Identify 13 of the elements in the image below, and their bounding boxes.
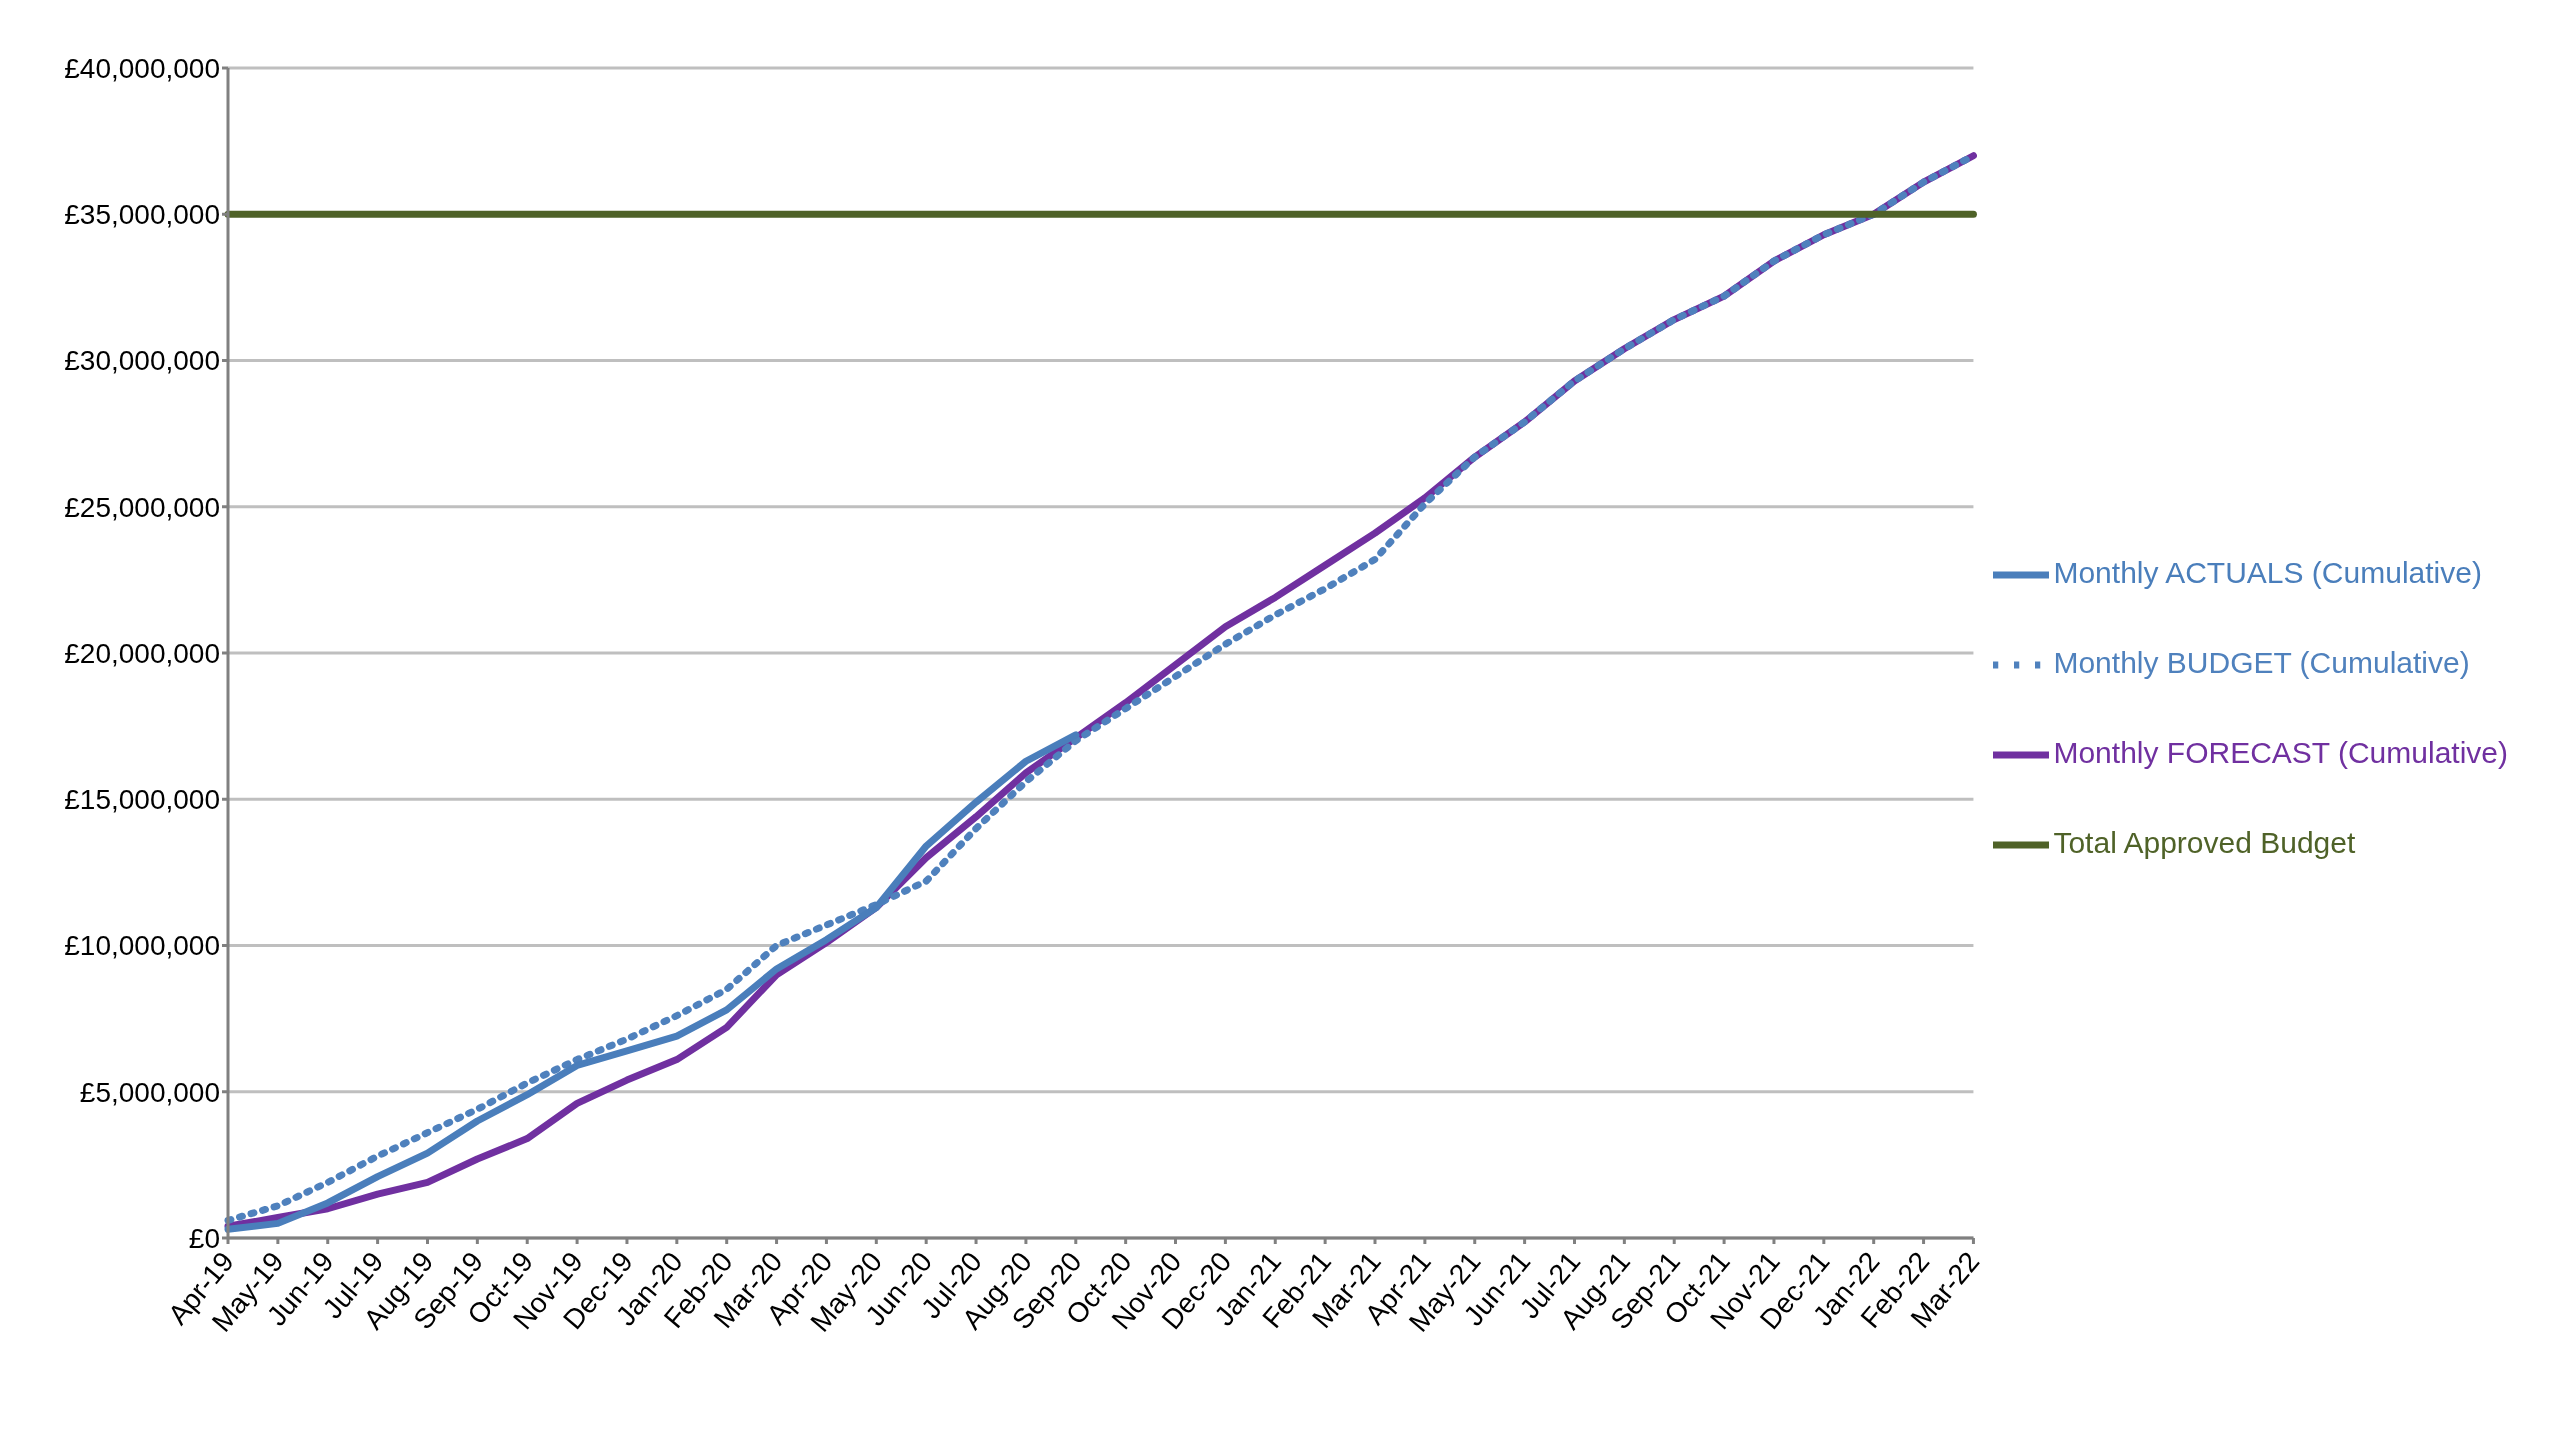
legend-label: Monthly FORECAST (Cumulative): [2053, 736, 2508, 769]
legend-label: Monthly ACTUALS (Cumulative): [2053, 556, 2482, 589]
y-tick-label: £5,000,000: [79, 1076, 220, 1108]
y-tick-label: £10,000,000: [64, 930, 220, 962]
y-tick-label: £35,000,000: [64, 199, 220, 231]
y-tick-label: £20,000,000: [64, 637, 220, 669]
y-tick-label: £15,000,000: [64, 784, 220, 816]
y-tick-label: £40,000,000: [64, 52, 220, 84]
legend-label: Total Approved Budget: [2053, 826, 2356, 859]
y-tick-label: £30,000,000: [64, 345, 220, 377]
y-tick-label: £25,000,000: [64, 491, 220, 523]
legend-label: Monthly BUDGET (Cumulative): [2053, 646, 2470, 679]
y-tick-label: £0: [188, 1222, 220, 1254]
